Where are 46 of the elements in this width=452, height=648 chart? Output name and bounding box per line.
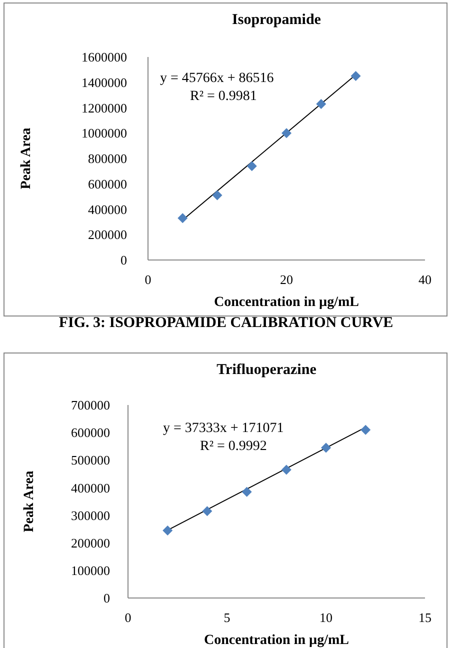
- y-tick-label: 400000: [88, 202, 127, 217]
- y-tick-label: 200000: [71, 535, 110, 550]
- point: [360, 424, 371, 435]
- annotation: R² = 0.9992: [200, 439, 267, 454]
- point: [321, 442, 331, 453]
- x-axis-title: Concentration in µg/mL: [204, 633, 349, 648]
- y-axis-title: Peak Area: [22, 470, 37, 532]
- y-tick-label: 500000: [71, 452, 110, 468]
- y-tick-label: 600000: [88, 176, 127, 192]
- x-tick-label: 0: [144, 272, 152, 287]
- y-tick-label: 300000: [71, 508, 110, 523]
- point: [242, 486, 252, 497]
- chart-title: Isopropamide: [232, 12, 322, 28]
- y-tick-label: 1400000: [82, 74, 127, 90]
- y-tick-label: 700000: [71, 398, 110, 413]
- point: [246, 161, 257, 172]
- annotation: y = 45766x + 86516: [160, 71, 274, 86]
- point: [316, 98, 326, 109]
- x-tick-label: 40: [418, 272, 432, 287]
- point: [162, 525, 173, 536]
- y-tick-label: 0: [104, 590, 110, 606]
- y-axis-title: Peak Area: [19, 128, 34, 190]
- x-tick-label: 20: [280, 272, 293, 287]
- point: [202, 506, 212, 516]
- point: [281, 464, 292, 475]
- x-tick-label: 10: [320, 610, 332, 625]
- y-tick-label: 200000: [88, 227, 127, 242]
- point: [178, 213, 188, 224]
- caption: FIG. 3: ISOPROPAMIDE CALIBRATION CURVE: [58, 315, 394, 331]
- y-tick-label: 400000: [71, 480, 110, 496]
- point: [212, 190, 222, 200]
- annotation: y = 37333x + 171071: [163, 421, 284, 436]
- y-tick-label: 600000: [71, 425, 110, 440]
- y-tick-label: 1200000: [82, 100, 127, 116]
- point: [282, 128, 292, 138]
- point: [350, 71, 361, 82]
- x-tick-label: 5: [224, 610, 230, 625]
- chart-title: Trifluoperazine: [216, 362, 317, 378]
- annotation: R² = 0.9981: [190, 89, 257, 104]
- y-tick-label: 800000: [88, 151, 127, 166]
- y-tick-label: 100000: [71, 562, 110, 578]
- y-tick-label: 1000000: [82, 126, 127, 141]
- y-tick-label: 1600000: [82, 50, 127, 65]
- x-axis-title: Concentration in µg/mL: [214, 295, 359, 310]
- y-tick-label: 0: [120, 252, 127, 268]
- x-tick-label: 15: [418, 610, 432, 625]
